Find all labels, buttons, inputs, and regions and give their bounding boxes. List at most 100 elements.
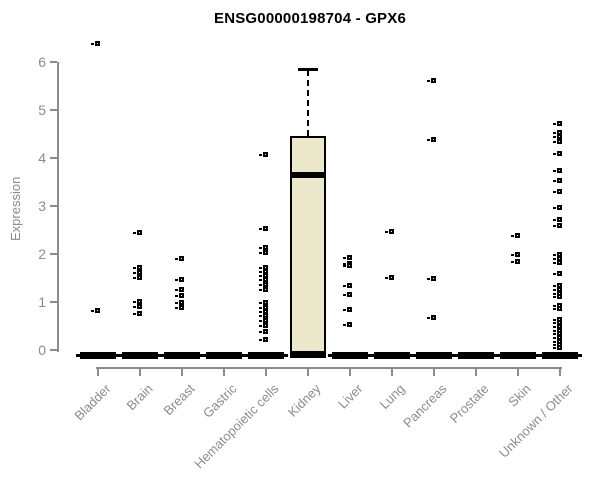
outlier-point-tick xyxy=(259,274,262,277)
outlier-point-tick xyxy=(427,80,430,83)
outlier-point xyxy=(557,306,562,312)
outlier-point xyxy=(179,293,184,299)
outlier-point xyxy=(431,275,436,281)
y-axis-tick xyxy=(50,109,57,111)
median-line xyxy=(292,171,324,178)
y-axis-tick-label: 0 xyxy=(38,342,46,358)
outlier-point-tick xyxy=(175,257,178,260)
collapsed-box xyxy=(500,352,536,359)
outlier-point xyxy=(263,245,268,251)
y-axis-line xyxy=(57,62,59,352)
x-axis-tick-label: Kidney xyxy=(284,381,324,420)
outlier-point-tick xyxy=(343,285,346,288)
outlier-point-tick xyxy=(553,296,556,299)
box-body xyxy=(290,135,326,355)
x-axis-tick xyxy=(181,369,183,376)
outlier-point-tick xyxy=(343,262,346,265)
outlier-point-tick xyxy=(553,253,556,256)
outlier-point-tick xyxy=(553,289,556,291)
y-axis-tick xyxy=(50,349,57,351)
outlier-point-tick xyxy=(133,231,136,234)
outlier-point xyxy=(263,318,268,324)
outlier-point-tick xyxy=(259,338,262,341)
outlier-point-tick xyxy=(553,318,556,321)
collapsed-box xyxy=(164,352,200,359)
collapsed-box xyxy=(122,352,158,359)
outlier-point-tick xyxy=(553,273,556,276)
outlier-point-tick xyxy=(553,304,556,307)
y-axis-tick-label: 5 xyxy=(38,102,46,118)
outlier-point-tick xyxy=(259,251,262,254)
outlier-point-tick xyxy=(343,309,346,312)
outlier-point-tick xyxy=(553,190,556,193)
outlier-point-tick xyxy=(343,265,346,268)
upper-whisker xyxy=(307,70,309,136)
outlier-point xyxy=(179,304,184,310)
y-axis-tick xyxy=(50,205,57,207)
outlier-point xyxy=(263,286,268,292)
outlier-point-tick xyxy=(259,288,262,291)
outlier-point-tick xyxy=(553,180,556,183)
outlier-point xyxy=(137,303,142,309)
outlier-point-tick xyxy=(553,322,556,325)
outlier-point xyxy=(557,167,562,173)
y-axis-tick xyxy=(50,157,57,159)
x-axis-tick xyxy=(559,369,561,376)
collapsed-box xyxy=(332,352,368,359)
outlier-point-tick xyxy=(133,277,136,279)
outlier-point xyxy=(431,314,436,320)
outlier-point-tick xyxy=(175,295,178,298)
outlier-point-tick xyxy=(259,320,262,323)
outlier-point xyxy=(263,329,268,335)
y-axis-tick xyxy=(50,253,57,255)
x-axis-tick xyxy=(307,369,309,376)
y-axis-tick-label: 4 xyxy=(38,150,46,166)
outlier-point-tick xyxy=(91,43,94,46)
x-axis-line xyxy=(96,367,562,369)
outlier-point xyxy=(347,283,352,289)
outlier-point xyxy=(557,205,562,211)
outlier-point-tick xyxy=(553,285,556,288)
outlier-point xyxy=(179,277,184,283)
x-axis-tick-label: Brain xyxy=(123,381,156,414)
outlier-point xyxy=(557,151,562,157)
outlier-point-tick xyxy=(553,258,556,261)
outlier-point xyxy=(557,134,562,140)
box-bottom-bar xyxy=(290,351,326,358)
outlier-point xyxy=(263,272,268,278)
outlier-point xyxy=(137,270,142,276)
outlier-point xyxy=(347,263,352,269)
x-axis-tick-label: Pancreas xyxy=(400,381,450,431)
outlier-point xyxy=(137,310,142,316)
outlier-point xyxy=(347,307,352,313)
outlier-point xyxy=(557,120,562,126)
outlier-point xyxy=(515,258,520,264)
outlier-point xyxy=(179,255,184,261)
outlier-point-tick xyxy=(133,272,136,275)
outlier-point xyxy=(95,307,100,313)
outlier-point-tick xyxy=(259,302,262,305)
outlier-point-tick xyxy=(133,267,136,270)
outlier-point xyxy=(557,188,562,194)
outlier-point xyxy=(515,251,520,257)
x-axis-tick xyxy=(391,369,393,376)
outlier-point xyxy=(263,336,268,342)
x-axis-tick-label: Skin xyxy=(505,381,534,410)
outlier-point xyxy=(263,282,268,288)
outlier-point-tick xyxy=(259,154,262,157)
outlier-point-tick xyxy=(511,235,514,238)
outlier-point xyxy=(557,294,562,300)
outlier-point xyxy=(389,229,394,235)
outlier-point-tick xyxy=(553,219,556,222)
x-axis-tick xyxy=(265,369,267,376)
outlier-point-tick xyxy=(553,262,556,265)
outlier-point xyxy=(557,217,562,223)
outlier-point-tick xyxy=(175,302,178,305)
y-axis-tick-label: 3 xyxy=(38,198,46,214)
y-axis-tick-label: 6 xyxy=(38,54,46,70)
outlier-point xyxy=(431,136,436,142)
collapsed-box xyxy=(458,352,494,359)
outlier-point-tick xyxy=(259,270,262,273)
outlier-point xyxy=(263,323,268,328)
